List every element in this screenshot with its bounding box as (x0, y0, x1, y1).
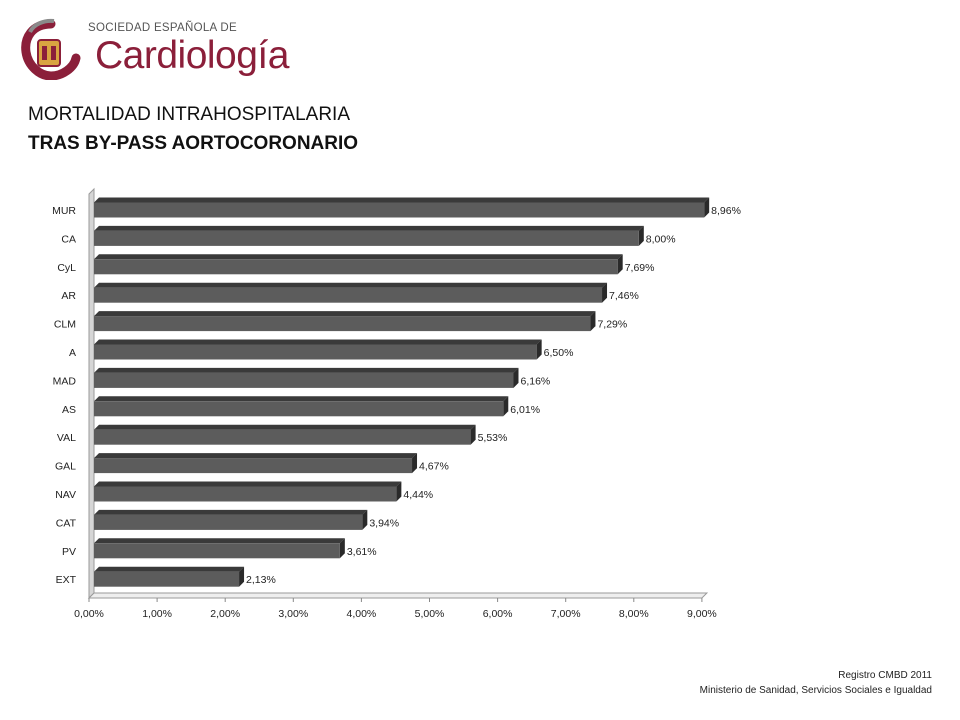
bar (94, 344, 537, 360)
bar-top-face (94, 481, 402, 487)
bar (94, 259, 618, 275)
bar-end-face (239, 566, 245, 587)
bar (94, 486, 397, 502)
category-label: AR (61, 290, 76, 302)
data-label: 7,46% (609, 290, 639, 302)
category-label: MUR (52, 205, 76, 217)
x-tick-label: 5,00% (415, 608, 445, 620)
x-tick-label: 3,00% (278, 608, 308, 620)
bar (94, 401, 504, 417)
bar-end-face (513, 367, 519, 388)
bar-top-face (94, 311, 596, 317)
x-tick-label: 2,00% (210, 608, 240, 620)
category-label: CA (61, 233, 76, 245)
bar-end-face (617, 254, 623, 275)
data-label: 6,50% (544, 347, 574, 359)
bar-end-face (704, 197, 710, 218)
chart-floor (87, 592, 709, 599)
category-label: NAV (55, 489, 76, 501)
x-tick-label: 1,00% (142, 608, 172, 620)
bar-end-face (590, 311, 596, 332)
bar-end-face (470, 424, 476, 445)
bar-top-face (94, 254, 623, 260)
bar (94, 230, 639, 246)
bar-end-face (396, 481, 402, 502)
data-label: 5,53% (478, 432, 508, 444)
bar-top-face (94, 424, 476, 430)
bar (94, 429, 471, 445)
x-tick-label: 0,00% (74, 608, 104, 620)
category-label: A (69, 347, 76, 359)
category-label: AS (62, 404, 76, 416)
bar-top-face (94, 197, 710, 203)
source-line1: Registro CMBD 2011 (838, 670, 932, 681)
x-tick-label: 9,00% (687, 608, 717, 620)
bar (94, 458, 413, 474)
bar-end-face (503, 396, 509, 417)
chart-side-wall (88, 187, 95, 600)
logo-name: Cardiología (95, 34, 289, 77)
data-label: 4,67% (419, 461, 449, 473)
logo: SOCIEDAD ESPAÑOLA DE Cardiología (20, 18, 289, 80)
chart-title-line1: MORTALIDAD INTRAHOSPITALARIA (28, 104, 350, 125)
bar-end-face (362, 509, 368, 530)
category-label: EXT (56, 574, 77, 586)
bar-end-face (602, 282, 608, 303)
bar (94, 372, 514, 388)
x-tick-label: 6,00% (483, 608, 513, 620)
data-label: 7,69% (625, 262, 655, 274)
bar-top-face (94, 538, 345, 544)
chart-title-line2: TRAS BY-PASS AORTOCORONARIO (28, 133, 359, 154)
x-tick-label: 4,00% (347, 608, 377, 620)
bar-top-face (94, 282, 608, 288)
bar-end-face (412, 453, 418, 474)
bar (94, 543, 340, 559)
bar (94, 514, 363, 530)
data-label: 7,29% (597, 319, 627, 331)
x-tick-label: 8,00% (619, 608, 649, 620)
bar-top-face (94, 396, 509, 402)
source-line2: Ministerio de Sanidad, Servicios Sociale… (699, 685, 932, 696)
data-label: 8,96% (711, 205, 741, 217)
data-label: 6,01% (510, 404, 540, 416)
data-label: 8,00% (646, 233, 676, 245)
x-tick-label: 7,00% (551, 608, 581, 620)
data-label: 3,94% (369, 517, 399, 529)
bar-end-face (638, 225, 644, 246)
category-label: GAL (55, 461, 76, 473)
category-label: VAL (57, 432, 76, 444)
bar (94, 287, 603, 303)
bar (94, 571, 240, 587)
data-label: 3,61% (347, 546, 377, 558)
data-label: 6,16% (520, 375, 550, 387)
data-label: 2,13% (246, 574, 276, 586)
heart-seal-icon (21, 18, 81, 80)
category-label: CLM (54, 319, 76, 331)
category-label: MAD (53, 375, 77, 387)
bar-top-face (94, 367, 519, 373)
bar-end-face (536, 339, 542, 360)
bar-top-face (94, 566, 245, 572)
category-label: CAT (56, 517, 77, 529)
logo-subtitle: SOCIEDAD ESPAÑOLA DE (88, 22, 237, 34)
bar-end-face (339, 538, 345, 559)
bar-top-face (94, 453, 418, 459)
bar-top-face (94, 509, 368, 515)
data-label: 4,44% (403, 489, 433, 501)
category-label: PV (62, 546, 76, 558)
bar-top-face (94, 339, 542, 345)
bar-top-face (94, 225, 644, 231)
category-label: CyL (57, 262, 76, 274)
bar (94, 316, 591, 332)
bar (94, 202, 705, 218)
